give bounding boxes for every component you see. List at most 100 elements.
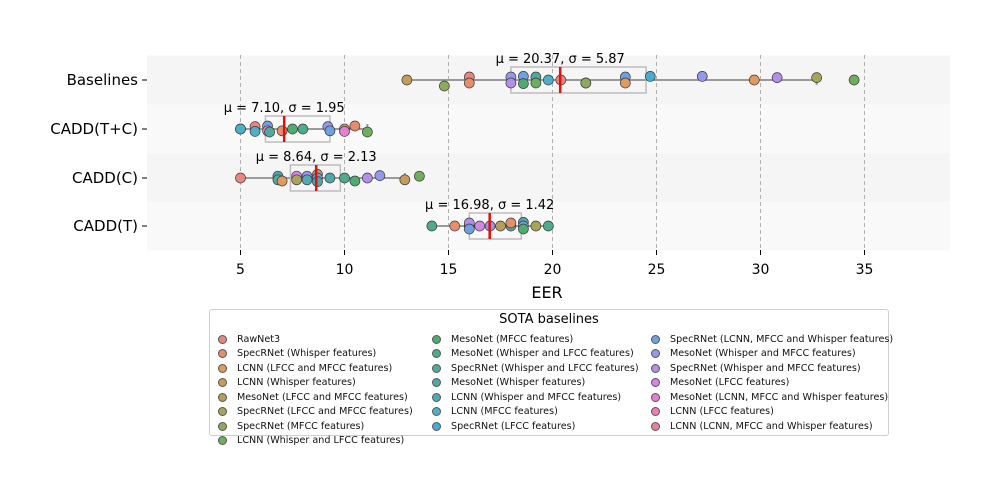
data-point <box>324 172 336 184</box>
x-axis: 5 10 15 20 25 30 35 <box>236 250 873 278</box>
group-cadd-t-: μ = 16.98, σ = 1.42 <box>425 198 554 240</box>
group-baselines: μ = 20.37, σ = 5.87 <box>401 52 860 94</box>
legend-label: MesoNet (LCNN, MFCC and Whisper features… <box>670 391 889 403</box>
legend-entry: SpecRNet (LFCC and MFCC features) <box>218 405 413 420</box>
data-point <box>349 120 361 132</box>
legend-entry: LCNN (MFCC features) <box>432 405 639 420</box>
legend-label: MesoNet (Whisper and MFCC features) <box>670 348 856 360</box>
legend-label: RawNet3 <box>237 333 281 345</box>
legend-entry: SpecRNet (MFCC features) <box>218 419 413 434</box>
legend-entry: LCNN (LFCC and MFCC features) <box>218 361 413 376</box>
data-point <box>349 175 361 187</box>
data-point <box>463 77 475 89</box>
data-point <box>264 126 275 138</box>
legend-entry: SpecRNet (LFCC features) <box>432 419 639 434</box>
data-point <box>297 123 309 135</box>
legend-label: LCNN (Whisper and LFCC features) <box>237 435 405 447</box>
group-cadd-t-c-: μ = 7.10, σ = 1.95 <box>224 101 373 143</box>
legend-entry: LCNN (LFCC features) <box>651 405 893 420</box>
data-point <box>401 74 413 86</box>
legend: SOTA baselines RawNet3 SpecRNet (Whisper … <box>209 309 893 446</box>
data-point <box>580 77 592 89</box>
legend-marker <box>218 436 227 446</box>
legend-marker <box>218 378 227 388</box>
data-point <box>399 174 411 186</box>
data-point <box>362 126 373 138</box>
data-point <box>811 72 823 83</box>
data-point <box>374 170 386 181</box>
legend-label: SpecRNet (LFCC features) <box>451 420 576 432</box>
legend-label: LCNN (MFCC features) <box>451 406 558 418</box>
legend-label: LCNN (Whisper features) <box>237 377 356 389</box>
data-point <box>414 170 425 182</box>
legend-entry: MesoNet (LFCC and MFCC features) <box>218 390 413 405</box>
legend-marker <box>432 392 441 402</box>
legend-entry: MesoNet (Whisper and MFCC features) <box>651 347 893 362</box>
legend-marker <box>651 407 660 417</box>
x-tick-label: 25 <box>648 262 666 278</box>
legend-marker <box>218 363 227 373</box>
legend-column-3: SpecRNet (LCNN, MFCC and Whisper feature… <box>651 332 893 434</box>
legend-entry: MesoNet (LCNN, MFCC and Whisper features… <box>651 390 893 405</box>
data-point <box>291 174 303 186</box>
legend-entry: LCNN (Whisper and MFCC features) <box>432 390 639 405</box>
data-point <box>505 77 517 89</box>
data-point <box>542 74 554 86</box>
data-point <box>249 126 261 137</box>
legend-entry: LCNN (Whisper and LFCC features) <box>218 434 413 449</box>
legend-label: MesoNet (LFCC and MFCC features) <box>237 391 408 403</box>
x-tick-label: 20 <box>544 262 562 278</box>
legend-label: SpecRNet (MFCC features) <box>237 420 365 432</box>
data-point <box>426 220 438 232</box>
legend-label: LCNN (LFCC features) <box>670 406 774 418</box>
data-point <box>339 172 350 184</box>
legend-entry: RawNet3 <box>218 332 413 347</box>
data-point <box>530 77 542 89</box>
legend-marker <box>218 421 227 431</box>
data-point <box>276 125 288 137</box>
legend-label: MesoNet (Whisper and LFCC features) <box>451 348 634 360</box>
legend-entry: MesoNet (MFCC features) <box>432 332 639 347</box>
legend-entry: LCNN (LCNN, MFCC and Whisper features) <box>651 419 893 434</box>
data-point <box>449 220 461 232</box>
y-tick-label: CADD(C) <box>72 169 138 187</box>
legend-label: SpecRNet (Whisper and MFCC features) <box>670 362 861 374</box>
data-point <box>235 172 246 184</box>
legend-label: MesoNet (LFCC features) <box>670 377 790 389</box>
legend-marker <box>218 334 227 344</box>
legend-marker <box>651 334 660 344</box>
data-point <box>463 223 475 235</box>
y-tick-label: CADD(T+C) <box>50 120 138 138</box>
legend-entry: SpecRNet (Whisper and MFCC features) <box>651 361 893 376</box>
legend-label: SpecRNet (LFCC and MFCC features) <box>237 406 413 418</box>
legend-label: LCNN (LCNN, MFCC and Whisper features) <box>670 420 873 432</box>
stat-annotation: μ = 8.64, σ = 2.13 <box>256 150 377 165</box>
legend-marker <box>651 392 660 402</box>
data-point <box>495 220 506 232</box>
legend-marker <box>218 407 227 417</box>
legend-marker <box>432 421 441 431</box>
legend-column-1: RawNet3 SpecRNet (Whisper features) LCNN (… <box>218 332 413 448</box>
legend-marker <box>651 378 660 388</box>
legend-label: LCNN (Whisper and MFCC features) <box>451 391 622 403</box>
x-tick-label: 35 <box>856 262 874 278</box>
data-point <box>518 78 529 89</box>
x-tick-label: 15 <box>440 262 458 278</box>
legend-label: LCNN (LFCC and MFCC features) <box>237 362 393 374</box>
legend-marker <box>651 363 660 373</box>
data-rows: μ = 20.37, σ = 5.87 μ = 7.10, σ = 1.95 μ =… <box>224 52 860 240</box>
data-point <box>530 220 542 232</box>
data-point <box>696 71 708 82</box>
legend-marker <box>218 349 227 359</box>
legend-label: MesoNet (MFCC features) <box>451 333 574 345</box>
y-tick-label: CADD(T) <box>73 217 138 235</box>
legend-marker <box>651 421 660 431</box>
data-point <box>235 123 246 135</box>
data-point <box>848 74 860 86</box>
legend-entry: SpecRNet (Whisper features) <box>218 347 413 362</box>
legend-marker <box>432 363 441 373</box>
data-point <box>324 125 336 137</box>
data-point <box>339 126 350 137</box>
y-tick-label: Baselines <box>67 71 139 89</box>
